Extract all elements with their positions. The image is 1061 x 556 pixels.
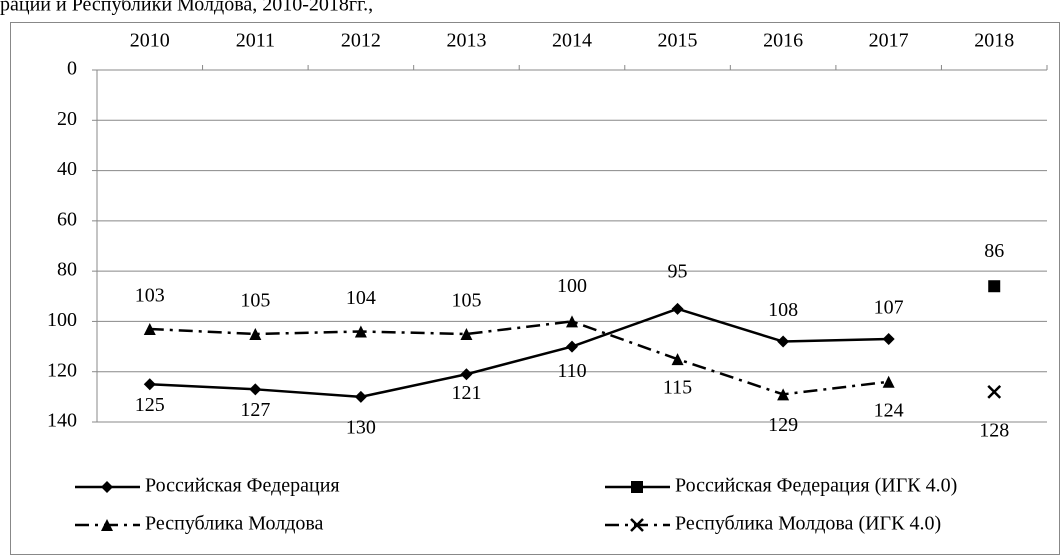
x-tick-label: 2012	[341, 30, 381, 52]
series-line	[149, 307, 889, 399]
marker	[630, 518, 644, 532]
data-label: 107	[874, 297, 904, 319]
data-label: 125	[135, 394, 165, 416]
y-tick-label: 100	[47, 309, 77, 331]
x-tick-label: 2016	[763, 30, 803, 52]
data-label: 86	[984, 240, 1004, 262]
x-tick-label: 2011	[236, 30, 275, 52]
marker	[354, 390, 367, 403]
y-tick-label: 80	[57, 259, 77, 281]
data-label: 127	[240, 399, 270, 421]
marker	[671, 353, 684, 366]
marker	[988, 280, 1001, 293]
x-tick-label: 2015	[658, 30, 698, 52]
marker	[460, 328, 473, 340]
marker	[354, 325, 367, 338]
marker	[987, 384, 1002, 399]
x-tick-label: 2013	[446, 30, 486, 52]
data-label: 105	[240, 290, 270, 312]
legend-label: Российская Федерация	[145, 475, 340, 497]
marker	[631, 481, 643, 493]
x-tick-label: 2014	[552, 30, 592, 52]
data-label: 130	[346, 416, 376, 438]
y-tick-label: 140	[47, 410, 77, 432]
data-label: 100	[557, 275, 587, 297]
marker	[101, 481, 113, 493]
marker	[101, 519, 113, 531]
marker	[777, 335, 790, 348]
marker	[777, 388, 790, 401]
y-tick-label: 120	[47, 359, 77, 381]
data-label: 115	[663, 377, 692, 399]
marker	[143, 322, 156, 335]
series-line	[149, 320, 889, 396]
data-label: 110	[557, 360, 586, 382]
y-tick-label: 40	[57, 158, 77, 180]
data-label: 95	[668, 260, 688, 282]
data-label: 121	[451, 382, 481, 404]
legend-label: Российская Федерация (ИГК 4.0)	[675, 475, 957, 497]
data-label: 129	[768, 414, 798, 436]
legend-label: Республика Молдова	[145, 513, 324, 535]
y-tick-label: 0	[67, 58, 77, 80]
marker	[882, 375, 895, 388]
x-tick-label: 2010	[130, 30, 170, 52]
data-label: 105	[451, 290, 481, 312]
marker	[566, 315, 578, 328]
marker	[671, 302, 684, 315]
data-label: 103	[135, 285, 165, 307]
marker	[882, 333, 895, 346]
marker	[460, 368, 473, 381]
marker	[249, 383, 262, 396]
data-label: 108	[768, 299, 798, 321]
marker	[566, 340, 578, 353]
chart-frame	[10, 22, 1060, 555]
x-tick-label: 2017	[869, 30, 909, 52]
y-tick-label: 20	[57, 108, 77, 130]
chart-title: рации и Республики Молдова, 2010-2018гг.…	[0, 0, 373, 16]
data-label: 104	[346, 287, 376, 309]
x-tick-label: 2018	[974, 30, 1014, 52]
data-label: 128	[979, 419, 1009, 441]
y-tick-label: 60	[57, 208, 77, 230]
marker	[249, 328, 262, 340]
marker	[143, 378, 156, 391]
legend-label: Республика Молдова (ИГК 4.0)	[675, 513, 941, 535]
data-label: 124	[874, 399, 904, 421]
